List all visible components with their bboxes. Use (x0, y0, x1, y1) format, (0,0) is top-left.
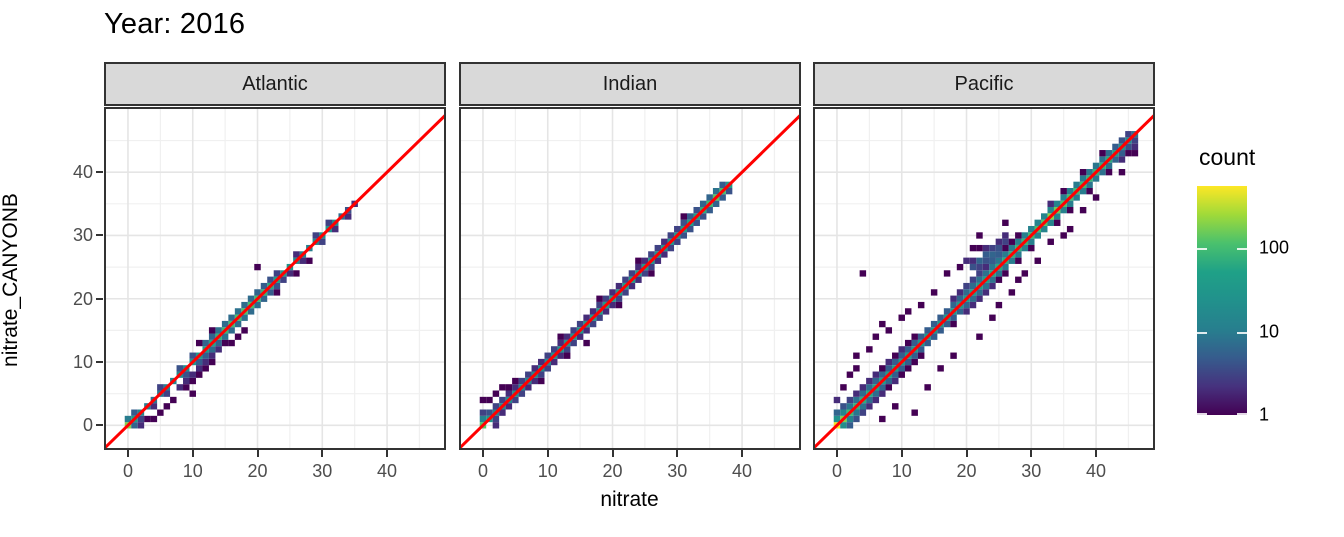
y-tick-mark (96, 171, 103, 174)
panel-pacific (813, 107, 1155, 450)
x-tick-label: 20 (602, 461, 623, 481)
legend-tick-label: 1 (1259, 404, 1270, 425)
legend-tick-mark (1197, 331, 1207, 334)
x-tick-mark (965, 450, 968, 457)
identity-line (104, 113, 446, 450)
x-tick-mark (386, 450, 389, 457)
x-tick-label: 0 (831, 461, 842, 481)
x-tick-label: 30 (667, 461, 688, 481)
facet-strip-atlantic: Atlantic (104, 62, 446, 106)
legend-tick-label: 10 (1259, 321, 1280, 342)
legend-colorbar (1197, 186, 1247, 415)
y-tick-mark (96, 424, 103, 427)
facet-strip-label: Atlantic (242, 72, 308, 95)
x-tick-label: 10 (891, 461, 912, 481)
identity-line (459, 113, 801, 450)
facet-strip-label: Indian (602, 72, 658, 95)
y-tick-mark (96, 297, 103, 300)
x-tick-mark (1030, 450, 1033, 457)
identity-line (813, 113, 1155, 450)
facet-strip-pacific: Pacific (813, 62, 1155, 106)
x-tick-mark (676, 450, 679, 457)
x-tick-mark (835, 450, 838, 457)
x-tick-mark (321, 450, 324, 457)
y-tick-label: 10 (72, 352, 93, 373)
plot-title: Year: 2016 (104, 8, 246, 40)
panel-atlantic (104, 107, 446, 450)
facet-strip-indian: Indian (459, 62, 801, 106)
x-tick-label: 20 (956, 461, 977, 481)
x-tick-mark (256, 450, 259, 457)
x-tick-mark (741, 450, 744, 457)
x-tick-label: 0 (122, 461, 133, 481)
legend-tick-mark (1237, 331, 1247, 334)
y-tick-mark (96, 234, 103, 237)
x-tick-mark (191, 450, 194, 457)
bin2d-layer (479, 181, 733, 429)
x-tick-label: 40 (732, 461, 753, 481)
x-tick-mark (546, 450, 549, 457)
x-tick-mark (1095, 450, 1098, 457)
y-tick-label: 30 (72, 225, 93, 246)
x-tick-label: 0 (477, 461, 488, 481)
x-tick-label: 10 (182, 461, 203, 481)
x-tick-mark (900, 450, 903, 457)
x-tick-label: 10 (537, 461, 558, 481)
x-tick-label: 40 (377, 461, 398, 481)
y-tick-mark (96, 361, 103, 364)
y-tick-label: 0 (82, 415, 93, 436)
y-tick-label: 40 (72, 162, 93, 183)
panel-indian (459, 107, 801, 450)
facet-strip-label: Pacific (954, 72, 1014, 95)
legend-tick-mark (1197, 248, 1207, 251)
legend-tick-label: 100 (1259, 237, 1290, 258)
y-axis-title: nitrate_CANYONB (0, 193, 22, 367)
legend-tick-mark (1237, 413, 1247, 415)
x-tick-mark (126, 450, 129, 457)
x-tick-label: 30 (1021, 461, 1042, 481)
x-tick-label: 30 (312, 461, 333, 481)
x-tick-mark (611, 450, 614, 457)
x-tick-mark (481, 450, 484, 457)
legend-title: count (1199, 144, 1256, 170)
x-tick-label: 40 (1086, 461, 1107, 481)
y-tick-label: 20 (72, 288, 93, 309)
x-axis-title: nitrate (600, 488, 659, 511)
legend-tick-mark (1237, 248, 1247, 251)
x-tick-label: 20 (247, 461, 268, 481)
legend-tick-mark (1197, 413, 1207, 415)
